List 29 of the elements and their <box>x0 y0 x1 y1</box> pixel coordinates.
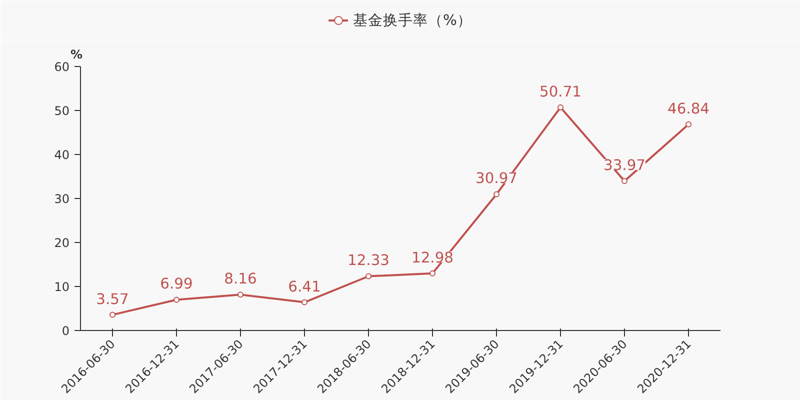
data-label: 12.98 <box>412 249 454 266</box>
data-label: 46.84 <box>668 100 710 118</box>
data-label: 6.41 <box>288 278 321 296</box>
y-tick-label: 30 <box>54 192 70 206</box>
point <box>430 270 436 276</box>
y-tick-label: 0 <box>62 324 70 338</box>
point <box>174 296 180 303</box>
point <box>302 299 308 306</box>
y-tick-label: 10 <box>54 280 70 294</box>
data-label: 30.97 <box>476 170 518 188</box>
y-tick-label: 50 <box>54 104 70 118</box>
legend-label: 基金换手率（%） <box>353 10 472 30</box>
data-label: 3.57 <box>96 290 129 308</box>
data-label: 8.16 <box>224 270 257 288</box>
point <box>558 104 564 110</box>
y-axis-title: % <box>70 48 83 62</box>
point <box>238 292 244 298</box>
point <box>622 178 628 184</box>
point <box>494 191 500 198</box>
data-label: 6.99 <box>160 276 193 293</box>
data-label: 12.33 <box>348 252 390 270</box>
data-label: 50.71 <box>540 83 582 100</box>
data-label: 33.97 <box>604 157 646 174</box>
point <box>686 121 692 128</box>
y-tick-label: 60 <box>54 60 70 74</box>
point <box>110 312 116 318</box>
y-tick-label: 40 <box>54 148 70 162</box>
y-tick-label: 20 <box>54 236 70 250</box>
point <box>366 273 372 280</box>
